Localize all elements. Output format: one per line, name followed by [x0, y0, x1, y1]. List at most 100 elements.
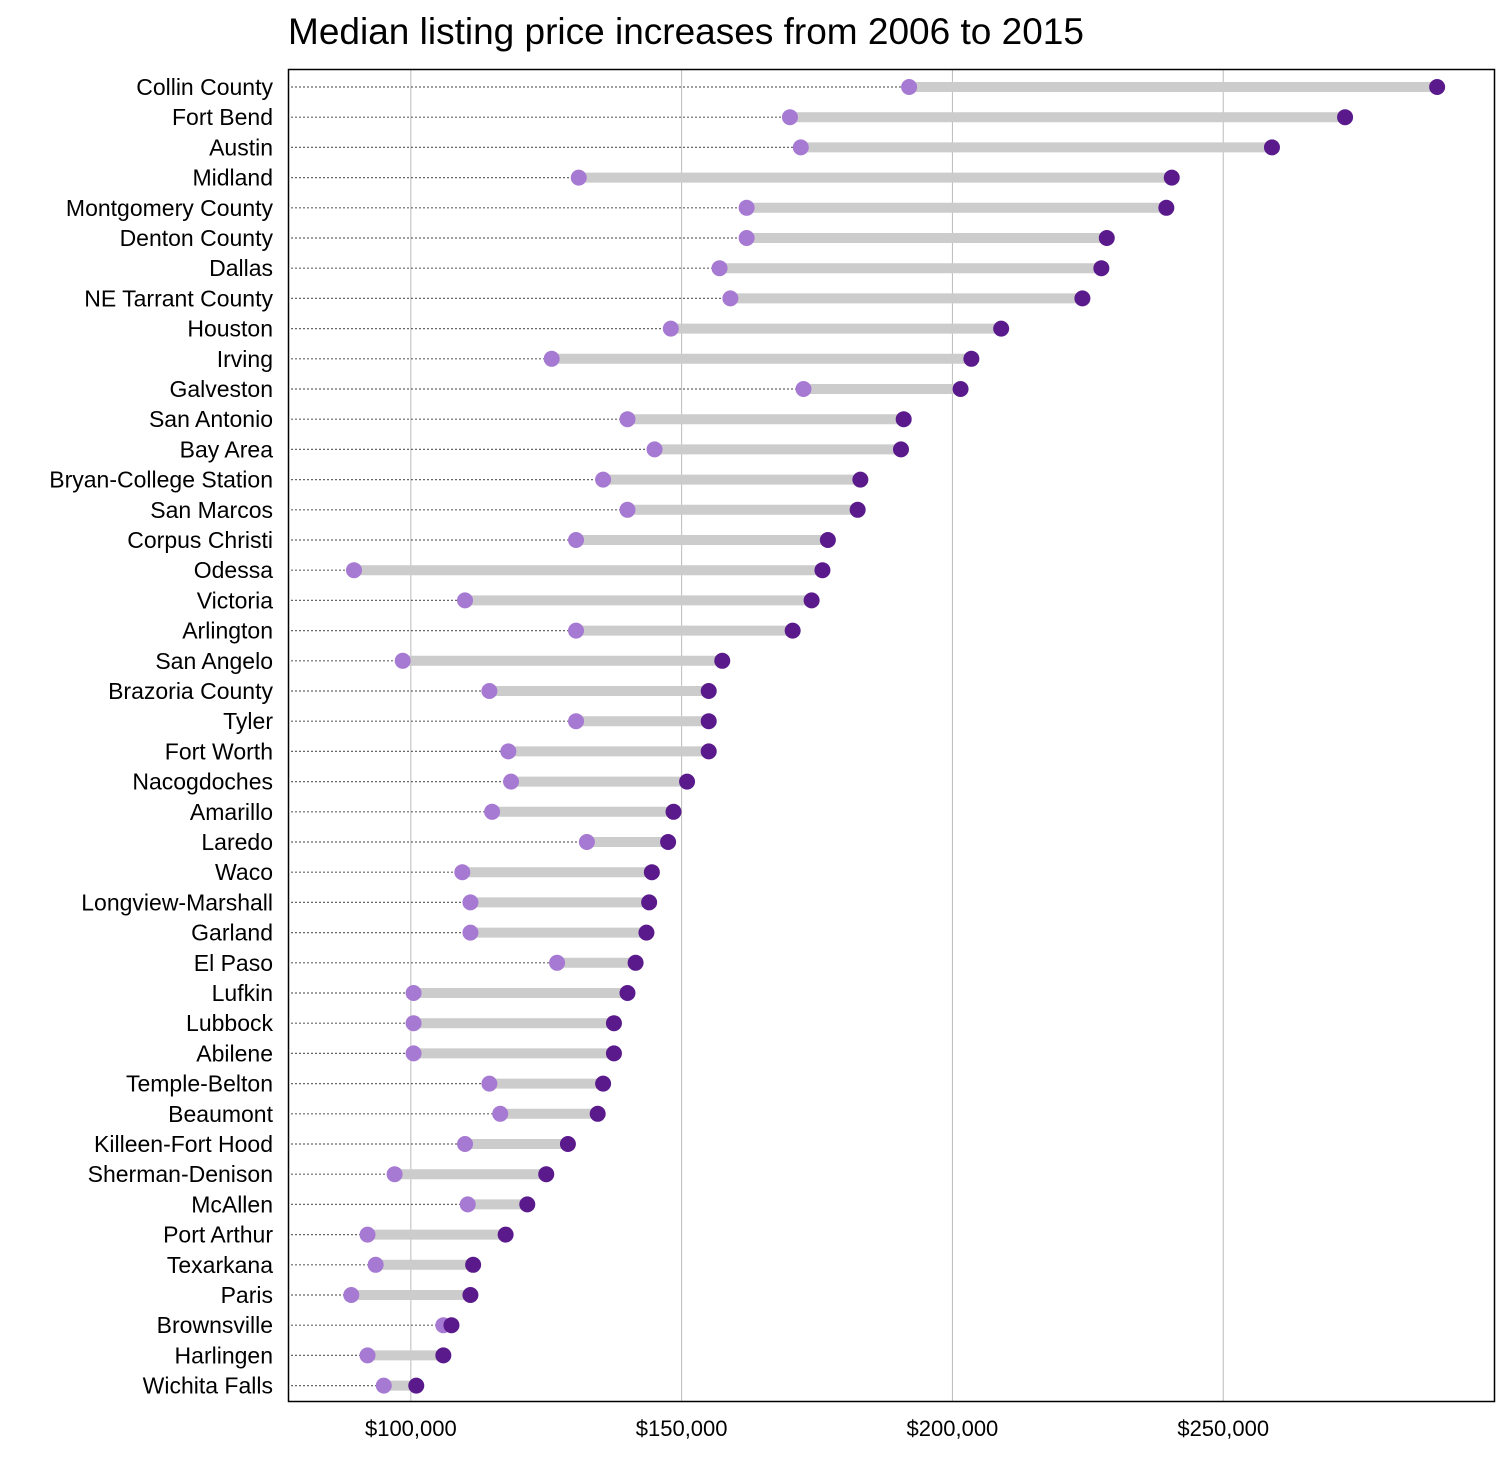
point-2006 [375, 1377, 392, 1394]
category-label: Midland [192, 165, 273, 191]
point-2015 [993, 320, 1010, 337]
category-label: Temple-Belton [126, 1071, 273, 1097]
point-2006 [711, 260, 728, 277]
point-2015 [1263, 139, 1280, 156]
chart-title: Median listing price increases from 2006… [288, 11, 1084, 52]
point-2006 [543, 350, 560, 367]
point-2015 [538, 1166, 555, 1183]
point-2015 [408, 1377, 425, 1394]
point-2015 [435, 1347, 452, 1364]
category-label: Austin [209, 134, 273, 160]
point-2006 [503, 773, 520, 790]
point-2006 [481, 1075, 498, 1092]
point-2006 [359, 1347, 376, 1364]
category-label: Texarkana [167, 1252, 273, 1278]
point-2006 [405, 1045, 422, 1062]
category-label: Tyler [223, 708, 273, 734]
point-2015 [605, 1015, 622, 1032]
category-label: Collin County [136, 74, 273, 100]
point-2015 [443, 1317, 460, 1334]
point-2015 [1158, 199, 1175, 216]
point-2006 [568, 532, 585, 548]
point-2015 [638, 924, 655, 941]
point-2006 [781, 109, 798, 126]
category-label: Laredo [201, 829, 273, 855]
point-2006 [595, 471, 612, 488]
x-tick-label: $250,000 [1177, 1416, 1269, 1441]
point-2015 [665, 803, 682, 820]
point-2006 [901, 79, 918, 95]
category-label: Fort Bend [172, 104, 273, 130]
point-2015 [784, 622, 801, 639]
category-label: San Marcos [150, 497, 273, 523]
x-tick-label: $100,000 [365, 1416, 457, 1441]
point-2006 [405, 985, 422, 1001]
point-2006 [367, 1256, 384, 1273]
point-2015 [714, 652, 731, 669]
point-2006 [738, 230, 755, 246]
point-2015 [892, 441, 909, 458]
point-2015 [952, 381, 969, 397]
category-label: Odessa [194, 557, 273, 583]
point-2006 [462, 924, 479, 941]
point-2015 [1429, 79, 1446, 95]
point-2015 [497, 1226, 514, 1243]
point-2006 [462, 894, 479, 911]
x-tick-label: $150,000 [636, 1416, 728, 1441]
point-2015 [1163, 169, 1180, 186]
point-2015 [679, 773, 696, 790]
point-2006 [394, 652, 411, 669]
category-label: Houston [187, 316, 273, 342]
point-2015 [1074, 290, 1091, 307]
point-2006 [457, 592, 474, 609]
category-label: Corpus Christi [127, 527, 273, 553]
point-2006 [492, 1105, 509, 1122]
point-2015 [465, 1256, 482, 1273]
plot-frame [287, 68, 1496, 1403]
point-2006 [568, 713, 585, 730]
point-2015 [619, 985, 636, 1001]
point-2015 [963, 350, 980, 367]
point-2015 [589, 1105, 606, 1122]
point-2015 [559, 1136, 576, 1152]
point-2006 [570, 169, 587, 186]
point-2015 [700, 683, 717, 699]
category-label: Denton County [120, 225, 274, 251]
point-2015 [660, 834, 677, 850]
point-2006 [454, 864, 471, 881]
category-label: Galveston [169, 376, 273, 402]
point-2015 [700, 743, 717, 760]
category-label: McAllen [191, 1191, 273, 1217]
category-label: Paris [221, 1282, 273, 1308]
point-2006 [359, 1226, 376, 1243]
category-label: San Angelo [155, 648, 273, 674]
point-2006 [459, 1196, 476, 1213]
category-label: Harlingen [175, 1342, 273, 1368]
category-label: San Antonio [149, 406, 273, 432]
category-label: Montgomery County [66, 195, 274, 221]
point-2015 [700, 713, 717, 730]
point-2015 [1098, 230, 1115, 246]
category-label: Arlington [182, 618, 273, 644]
category-label: Beaumont [168, 1101, 273, 1127]
category-label: Dallas [209, 255, 273, 281]
category-label: Brazoria County [108, 678, 273, 704]
point-2006 [343, 1287, 360, 1303]
point-2015 [895, 411, 912, 428]
category-label: Sherman-Denison [88, 1161, 273, 1187]
point-2006 [345, 562, 362, 579]
point-2006 [484, 803, 501, 820]
x-tick-label: $200,000 [907, 1416, 999, 1441]
point-2006 [386, 1166, 403, 1183]
point-2006 [662, 320, 679, 337]
category-label: Waco [215, 859, 273, 885]
category-label: Nacogdoches [132, 769, 273, 795]
point-2015 [1337, 109, 1354, 126]
category-label: NE Tarrant County [84, 285, 273, 311]
point-2015 [849, 501, 866, 518]
category-label: Fort Worth [165, 738, 273, 764]
point-2015 [852, 471, 869, 488]
point-2015 [803, 592, 820, 609]
category-label: Amarillo [190, 799, 273, 825]
